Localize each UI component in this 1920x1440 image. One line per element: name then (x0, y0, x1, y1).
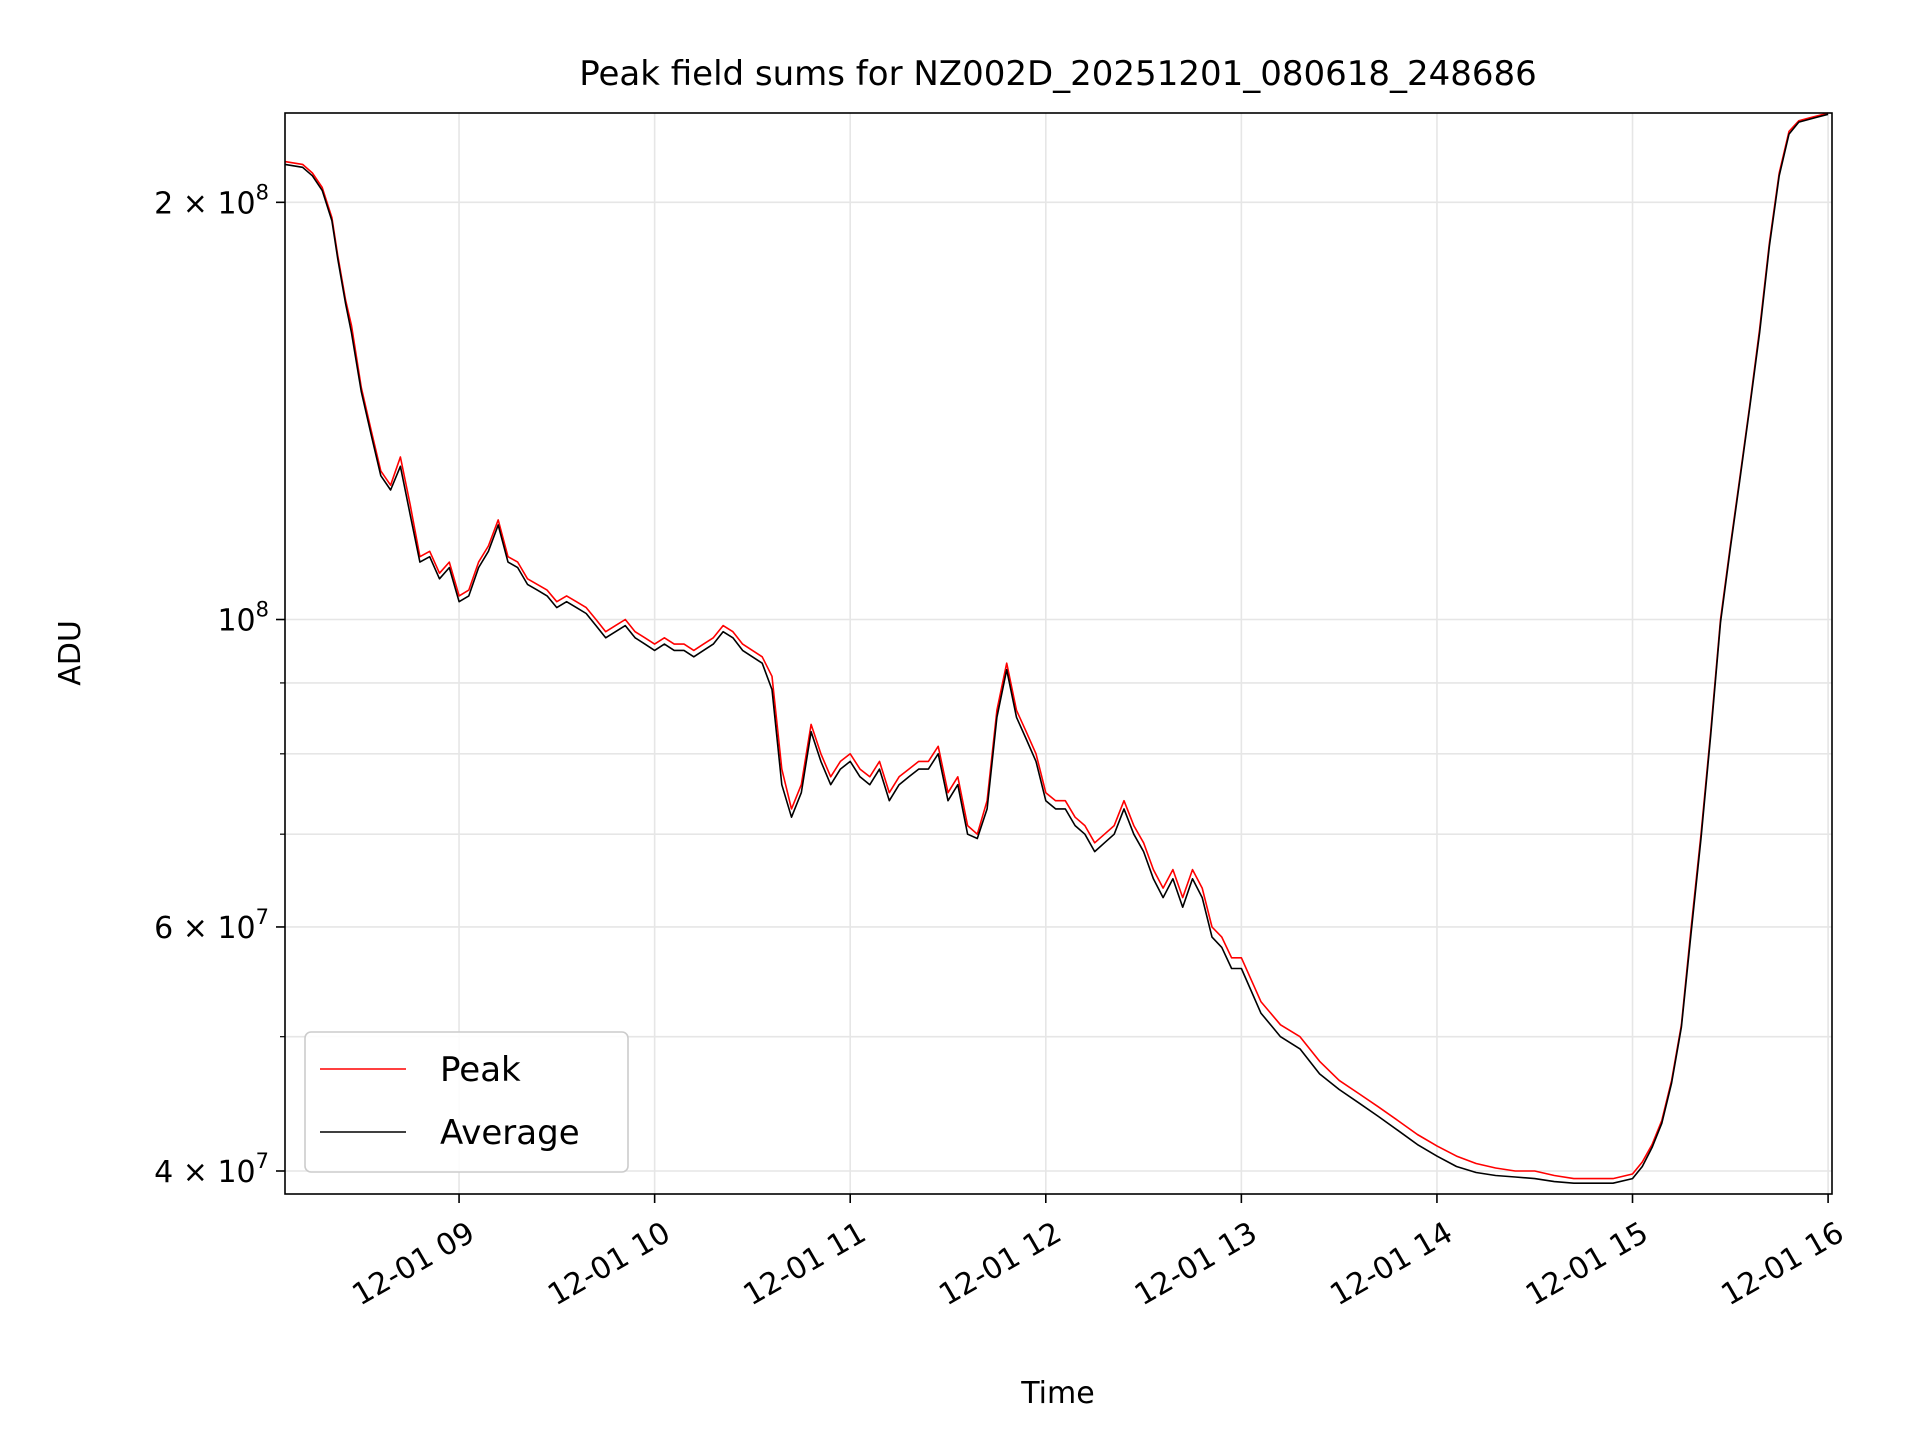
legend-average-label: Average (440, 1113, 580, 1153)
legend: Peak Average (304, 1031, 629, 1173)
y-tick-label: 4 × 107 (154, 1149, 269, 1190)
y-tick-label: 108 (217, 598, 269, 639)
x-axis-label: Time (1020, 1376, 1094, 1411)
series-line-peak (284, 112, 1829, 1180)
y-axis: 4 × 107 6 × 107 108 2 × 108 (154, 180, 285, 1190)
y-tick-label: 2 × 108 (154, 180, 269, 221)
legend-peak-label: Peak (440, 1050, 521, 1090)
legend-box (304, 1031, 629, 1173)
y-tick-label: 6 × 107 (154, 905, 269, 946)
plot-frame (284, 112, 1833, 1195)
series-layer (284, 112, 1829, 1184)
series-line-average (284, 113, 1829, 1184)
chart-title: Peak field sums for NZ002D_20251201_0806… (579, 54, 1537, 94)
y-axis-label: ADU (53, 620, 88, 686)
